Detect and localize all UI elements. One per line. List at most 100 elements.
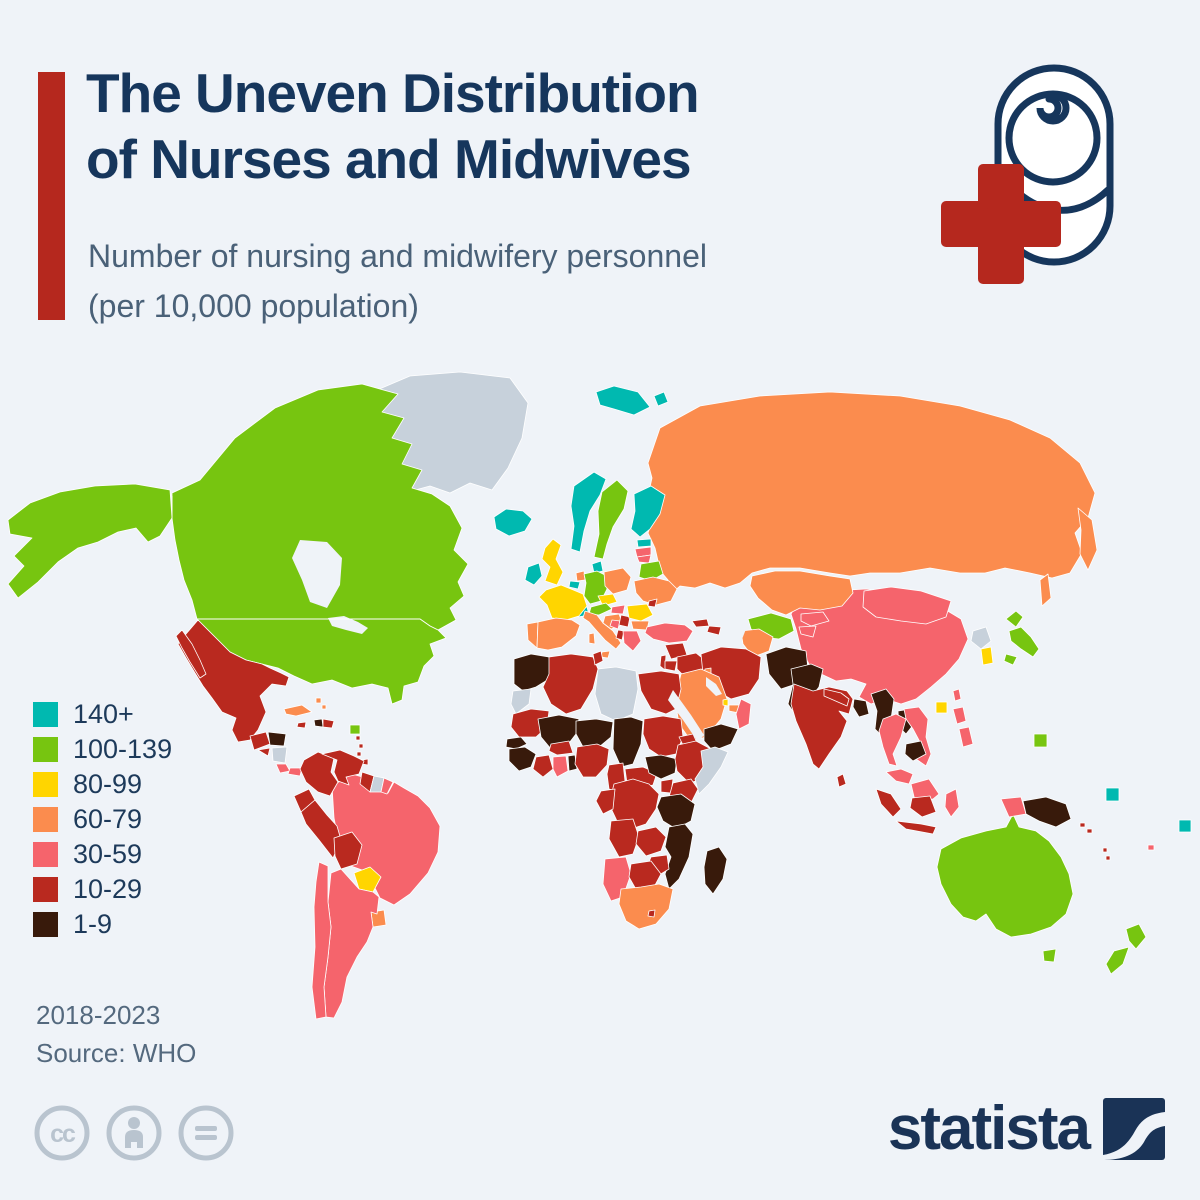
- cc-attribution-icon[interactable]: [105, 1104, 163, 1162]
- map-region-india: [790, 683, 854, 770]
- map-region-colombia: [299, 751, 339, 797]
- map-region-chad: [612, 716, 644, 768]
- map-region-svalbard: [595, 385, 651, 416]
- map-region-jordan: [664, 660, 678, 672]
- map-region-lesotho: [647, 909, 656, 918]
- map-region-yemen: [703, 723, 739, 752]
- map-region-new-zealand: [1105, 946, 1130, 975]
- map-region-niger: [575, 718, 614, 748]
- map-region-vanuatu: [1102, 847, 1108, 853]
- map-region-sweden: [593, 479, 629, 560]
- map-region-iceland: [493, 508, 533, 537]
- map-region-lesser-antilles: [358, 743, 364, 749]
- map-region-ivory-coast: [532, 754, 554, 778]
- map-region-philippines: [958, 726, 974, 748]
- legend-swatch-10-29: [33, 877, 58, 902]
- map-region-france: [538, 584, 588, 621]
- map-region-australia: [936, 813, 1074, 938]
- map-region-portugal: [526, 621, 539, 649]
- map-region-hungary: [610, 604, 626, 615]
- legend-item-100-139: 100-139: [33, 734, 173, 764]
- map-region-finland: [630, 485, 666, 538]
- map-region-serbia: [618, 614, 631, 628]
- legend-label: 80-99: [73, 769, 143, 799]
- legend-swatch-1-9: [33, 912, 58, 937]
- map-region-japan: [1008, 626, 1040, 658]
- map-region-costa-rica: [275, 763, 291, 774]
- map-region-japan: [1005, 610, 1024, 628]
- map-region-azerbaijan: [706, 625, 722, 636]
- map-region-somalia: [694, 746, 729, 795]
- map-region-mongolia: [862, 586, 952, 625]
- map-region-indonesia: [875, 788, 902, 818]
- map-region-netherlands: [575, 570, 586, 582]
- map-region-sri-lanka: [836, 773, 847, 788]
- map-region-paraguay: [353, 866, 382, 893]
- map-region-indonesia-east: [944, 788, 960, 818]
- map-region-israel-lebanon: [659, 654, 667, 671]
- map-region-mozambique: [664, 823, 694, 890]
- statista-wordmark: statista: [887, 1094, 1091, 1163]
- legend-label: 140+: [73, 699, 134, 729]
- map-region-philippines: [952, 706, 967, 725]
- map-region-togo-benin: [567, 754, 578, 772]
- map-region-russia: [647, 391, 1096, 594]
- map-region-united-states: [7, 483, 173, 599]
- map-region-belgium: [568, 580, 581, 590]
- map-region-mexico: [175, 629, 207, 679]
- map-region-czechia: [597, 593, 618, 607]
- map-region-belarus: [638, 560, 664, 582]
- map-region-australia: [1042, 948, 1057, 963]
- cc-icon[interactable]: cc: [33, 1104, 91, 1162]
- source-label: Source: WHO: [36, 1038, 197, 1068]
- legend-label: 100-139: [73, 734, 173, 764]
- map-region-tajikistan: [798, 625, 817, 638]
- map-region-jamaica: [296, 721, 307, 729]
- page-subtitle: Number of nursing and midwifery personne…: [88, 232, 707, 331]
- statista-mark-icon: [1103, 1098, 1165, 1160]
- map-region-pacific-island-green: [1033, 733, 1048, 748]
- map-region-bahamas: [315, 697, 322, 704]
- world-map: [7, 371, 1192, 1020]
- country-borders: [171, 496, 420, 620]
- cc-nd-icon[interactable]: [177, 1104, 235, 1162]
- legend-item-10-29: 10-29: [33, 874, 172, 904]
- map-region-fiji: [1147, 844, 1155, 851]
- map-region-ukraine: [633, 576, 678, 606]
- map-region-senegal: [505, 736, 528, 750]
- map-region-zambia: [635, 826, 667, 857]
- newborn-medical-icon: [941, 64, 1114, 284]
- legend-swatch-60-79: [33, 807, 58, 832]
- title-line-2: of Nurses and Midwives: [86, 128, 692, 190]
- map-region-french-guiana: [380, 777, 394, 795]
- map-region-ireland: [524, 562, 543, 586]
- period-label: 2018-2023: [36, 1000, 161, 1030]
- map-region-bosnia: [609, 619, 621, 630]
- map-region-malaysia: [885, 768, 914, 785]
- map-region-south-sudan: [644, 754, 678, 780]
- legend-item-60-79: 60-79: [33, 804, 172, 834]
- map-region-honduras: [267, 731, 287, 747]
- legend-label: 10-29: [73, 874, 143, 904]
- legend-swatch-80-99: [33, 772, 58, 797]
- subtitle-line-1: Number of nursing and midwifery personne…: [88, 238, 707, 274]
- map-region-chile: [311, 861, 332, 1020]
- map-region-indonesia: [895, 820, 937, 835]
- map-region-estonia: [636, 538, 652, 548]
- map-region-poland: [603, 567, 632, 595]
- map-region-oman: [735, 698, 752, 730]
- map-region-venezuela: [321, 749, 365, 786]
- map-region-vanuatu: [1105, 855, 1111, 861]
- map-region-gabon-congo: [595, 788, 616, 815]
- map-region-georgia: [691, 618, 710, 628]
- statista-logo[interactable]: statista: [888, 1098, 1165, 1160]
- map-region-taiwan: [952, 688, 962, 702]
- legend-swatch-100-139: [33, 737, 58, 762]
- map-region-north-korea: [970, 626, 992, 650]
- legend-swatch-140plus: [33, 702, 58, 727]
- map-region-cambodia: [904, 740, 927, 762]
- map-region-canada: [171, 383, 469, 631]
- map-region-algeria: [542, 653, 599, 715]
- title-accent-bar: [38, 72, 65, 320]
